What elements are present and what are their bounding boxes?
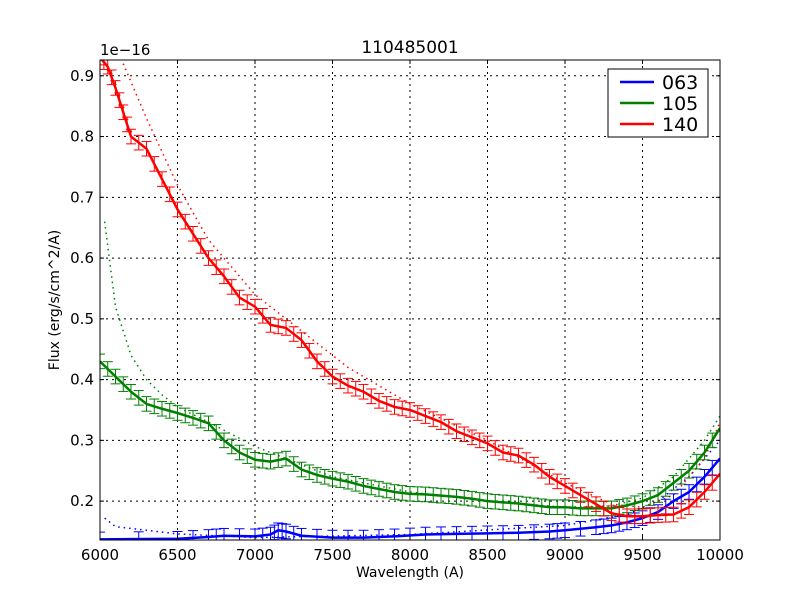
- data-series: [100, 60, 720, 540]
- x-tick-label: 6500: [158, 546, 196, 564]
- x-tick-label: 9500: [623, 546, 661, 564]
- y-tick-label: 0.2: [70, 492, 94, 510]
- y-tick-label: 0.7: [70, 188, 94, 206]
- y-tick-label: 0.4: [70, 371, 94, 389]
- y-tick-label: 0.8: [70, 128, 94, 146]
- model-line-105: [103, 221, 720, 508]
- axis-ticks: 6000 6500 7000 7500 8000 8500 9000 9500 10000 0.2…: [70, 60, 744, 564]
- series-line-140: [100, 60, 720, 518]
- x-tick-label: 7500: [313, 546, 351, 564]
- y-offset-label: 1e−16: [100, 41, 150, 59]
- x-axis-label: Wavelength (A): [356, 565, 464, 581]
- y-tick-label: 0.3: [70, 431, 94, 449]
- x-tick-label: 8000: [391, 546, 429, 564]
- y-tick-label: 0.6: [70, 249, 94, 267]
- legend-label-105: 105: [662, 93, 698, 115]
- y-axis-label: Flux (erg/s/cm^2/A): [47, 230, 63, 370]
- y-tick-label: 0.9: [70, 67, 94, 85]
- legend-label-063: 063: [662, 72, 698, 94]
- legend-label-140: 140: [662, 114, 698, 136]
- x-tick-label: 8500: [468, 546, 506, 564]
- y-tick-label: 0.5: [70, 310, 94, 328]
- x-tick-label: 6000: [81, 546, 119, 564]
- x-tick-label: 10000: [696, 546, 744, 564]
- x-tick-label: 7000: [236, 546, 274, 564]
- series-line-063: [100, 457, 720, 540]
- x-tick-label: 9000: [546, 546, 584, 564]
- chart-title: 110485001: [361, 38, 458, 58]
